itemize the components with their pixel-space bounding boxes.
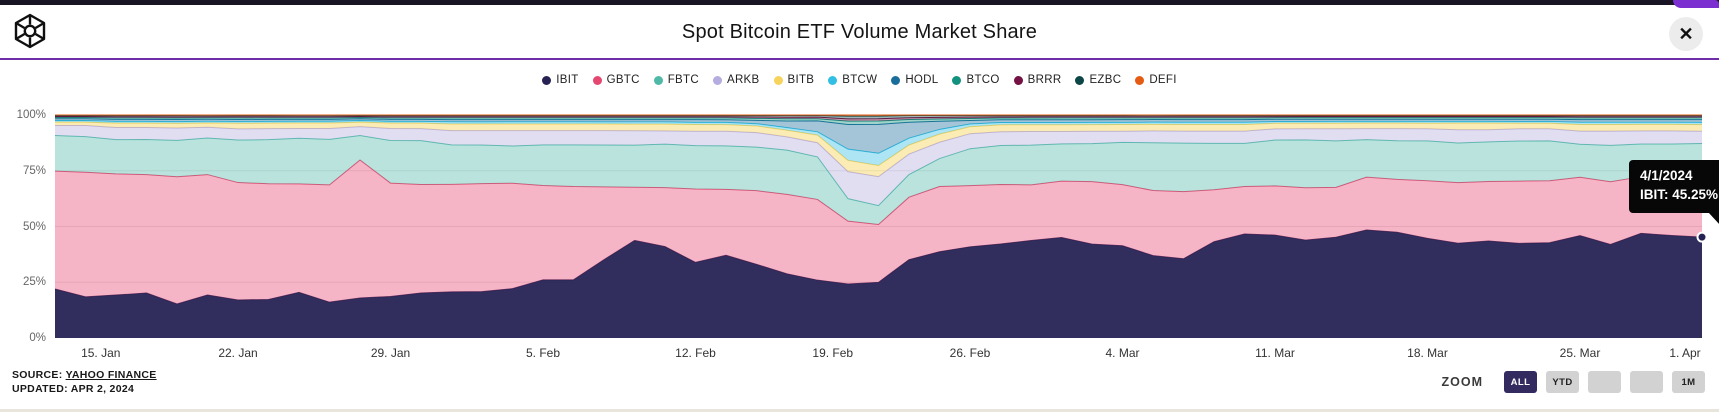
header-divider bbox=[0, 58, 1719, 60]
x-axis-label: 5. Feb bbox=[525, 346, 561, 360]
legend-item-EZBC[interactable]: EZBC bbox=[1075, 74, 1121, 86]
x-axis-label: 12. Feb bbox=[675, 346, 716, 360]
legend-dot-GBTC bbox=[592, 75, 602, 85]
zoom-label: ZOOM bbox=[1441, 375, 1483, 389]
legend-dot-DEFI bbox=[1135, 75, 1145, 85]
bottom-edge-bar bbox=[0, 409, 1719, 412]
blockworks-logo-icon bbox=[14, 13, 46, 49]
legend-item-BRRR[interactable]: BRRR bbox=[1013, 74, 1062, 86]
legend-item-BTCO[interactable]: BTCO bbox=[952, 74, 999, 86]
x-axis-label: 15. Jan bbox=[81, 346, 121, 360]
legend-dot-BRRR bbox=[1013, 75, 1023, 85]
legend-dot-HODL bbox=[891, 75, 901, 85]
legend-label: BITB bbox=[787, 74, 815, 86]
zoom-button-1M[interactable]: 1M bbox=[1672, 371, 1705, 393]
line-BTCW bbox=[55, 120, 1703, 154]
line-BITB bbox=[55, 121, 1703, 167]
last-point-marker bbox=[1696, 231, 1708, 243]
area-BTCO bbox=[55, 117, 1702, 125]
line-HODL bbox=[55, 118, 1703, 125]
x-axis-label: 25. Mar bbox=[1559, 346, 1601, 360]
area-FBTC bbox=[55, 135, 1702, 225]
chart-tooltip: 4/1/2024 IBIT: 45.25% bbox=[1629, 160, 1719, 226]
top-edge-bar bbox=[0, 0, 1719, 5]
legend-label: BTCW bbox=[842, 74, 878, 86]
x-axis-label: 4. Mar bbox=[1105, 346, 1140, 360]
source-label: SOURCE: bbox=[12, 369, 63, 381]
tooltip-value: IBIT: 45.25% bbox=[1640, 186, 1719, 202]
legend-item-FBTC[interactable]: FBTC bbox=[653, 74, 699, 86]
y-axis-label: 25% bbox=[22, 276, 46, 289]
legend-item-BITB[interactable]: BITB bbox=[773, 74, 815, 86]
area-EZBC bbox=[55, 115, 1702, 119]
legend-label: BRRR bbox=[1027, 74, 1062, 86]
zoom-controls: ZOOM ALL YTD 1M bbox=[1441, 371, 1705, 393]
line-FBTC bbox=[54, 134, 1703, 207]
line-GBTC bbox=[54, 159, 1703, 226]
legend-dot-FBTC bbox=[653, 75, 663, 85]
legend-item-BTCW[interactable]: BTCW bbox=[828, 74, 877, 86]
legend-item-DEFI[interactable]: DEFI bbox=[1135, 74, 1176, 86]
close-button[interactable]: ✕ bbox=[1669, 17, 1703, 51]
top-edge-accent bbox=[1673, 0, 1719, 8]
legend-item-GBTC[interactable]: GBTC bbox=[592, 74, 640, 86]
close-icon: ✕ bbox=[1678, 23, 1694, 44]
legend-label: GBTC bbox=[606, 74, 640, 86]
legend-dot-ARKB bbox=[712, 75, 722, 85]
y-axis-label: 0% bbox=[29, 332, 46, 344]
zoom-button-YTD[interactable]: YTD bbox=[1546, 371, 1579, 393]
line-BRRR bbox=[55, 116, 1703, 120]
legend-dot-BTCO bbox=[952, 75, 962, 85]
zoom-button-blank[interactable] bbox=[1630, 371, 1663, 393]
source-link[interactable]: YAHOO FINANCE bbox=[65, 369, 157, 381]
area-ARKB bbox=[55, 125, 1702, 206]
legend-label: IBIT bbox=[556, 74, 579, 86]
line-IBIT bbox=[54, 229, 1703, 305]
x-axis-label: 29. Jan bbox=[370, 346, 411, 360]
line-ARKB bbox=[55, 124, 1703, 178]
area-GBTC bbox=[55, 159, 1702, 304]
area-IBIT bbox=[55, 230, 1702, 338]
legend-label: ARKB bbox=[726, 74, 760, 86]
x-axis-label: 1. Apr bbox=[1669, 346, 1701, 360]
legend-label: BTCO bbox=[966, 74, 1000, 86]
y-axis-label: 50% bbox=[22, 220, 46, 233]
x-axis-label: 18. Mar bbox=[1407, 346, 1448, 360]
legend-label: EZBC bbox=[1089, 74, 1122, 86]
legend-label: HODL bbox=[905, 74, 939, 86]
legend-dot-EZBC bbox=[1075, 75, 1085, 85]
legend-dot-BTCW bbox=[828, 75, 838, 85]
chart-legend: IBIT GBTC FBTC ARKB BITB BTCW HODL BTCO BRRR EZBC… bbox=[0, 74, 1719, 86]
area-HODL bbox=[55, 118, 1702, 154]
source-block: SOURCE: YAHOO FINANCE UPDATED: APR 2, 20… bbox=[12, 368, 157, 396]
legend-item-IBIT[interactable]: IBIT bbox=[542, 74, 578, 86]
x-axis-label: 11. Mar bbox=[1255, 346, 1295, 360]
legend-item-HODL[interactable]: HODL bbox=[891, 74, 938, 86]
zoom-button-blank[interactable] bbox=[1588, 371, 1621, 393]
legend-label: DEFI bbox=[1149, 74, 1177, 86]
updated-label: UPDATED: APR 2, 2024 bbox=[12, 383, 135, 396]
chart-title: Spot Bitcoin ETF Volume Market Share bbox=[681, 21, 1038, 43]
area-BTCW bbox=[55, 120, 1702, 166]
zoom-buttons: ALL YTD 1M bbox=[1495, 371, 1705, 393]
legend-dot-BITB bbox=[773, 75, 783, 85]
x-axis-label: 22. Jan bbox=[218, 346, 258, 360]
zoom-button-ALL[interactable]: ALL bbox=[1504, 371, 1537, 393]
x-axis-label: 19. Feb bbox=[812, 346, 854, 360]
y-axis-label: 100% bbox=[16, 109, 46, 121]
x-axis-label: 26. Feb bbox=[949, 346, 991, 360]
legend-item-ARKB[interactable]: ARKB bbox=[712, 74, 760, 86]
tooltip-date: 4/1/2024 bbox=[1640, 168, 1693, 183]
legend-label: FBTC bbox=[667, 74, 699, 86]
line-BTCO bbox=[55, 116, 1703, 122]
y-axis-label: 75% bbox=[22, 164, 46, 177]
legend-dot-IBIT bbox=[542, 75, 552, 85]
